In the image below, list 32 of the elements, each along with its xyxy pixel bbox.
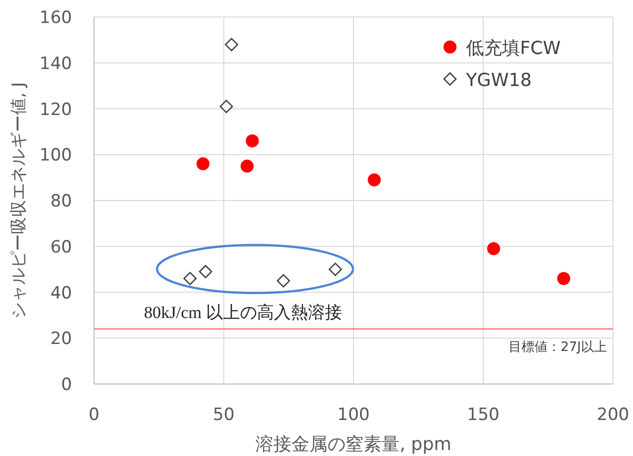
x-tick-label: 150 xyxy=(467,405,500,425)
x-axis-title: 溶接金属の窒素量, ppm xyxy=(256,434,452,455)
legend-label: 低充填FCW xyxy=(466,38,561,59)
point xyxy=(276,274,290,288)
point xyxy=(196,157,210,170)
y-tick-label: 40 xyxy=(50,283,72,304)
point xyxy=(198,264,212,278)
y-tick-label: 140 xyxy=(40,54,72,74)
point xyxy=(246,134,259,148)
x-tick-label: 0 xyxy=(88,405,100,425)
point xyxy=(368,173,381,186)
y-axis-title: シャルピー吸収エネルギー値, J xyxy=(9,82,29,319)
point xyxy=(487,242,500,256)
point xyxy=(240,160,254,173)
x-tick-label: 100 xyxy=(337,405,370,425)
y-tick-label: 100 xyxy=(40,146,72,166)
y-tick-label: 0 xyxy=(61,375,72,395)
y-tick-label: 20 xyxy=(50,329,72,350)
y-tick-label: 120 xyxy=(40,100,72,120)
legend-label: YGW18 xyxy=(465,70,532,91)
point xyxy=(220,100,233,114)
point xyxy=(328,262,342,276)
annotation: 80kJ/cm 以上の高入熱溶接 xyxy=(144,303,342,322)
point xyxy=(224,38,238,52)
x-tick-label: 200 xyxy=(596,405,630,425)
y-tick-label: 80 xyxy=(50,192,72,212)
y-tick-label: 60 xyxy=(50,237,72,258)
y-tick-label: 160 xyxy=(40,8,72,28)
x-tick-label: 50 xyxy=(212,405,235,425)
point xyxy=(557,272,570,285)
point xyxy=(183,272,197,286)
ref-line-label: 目標値：27J以上 xyxy=(508,340,607,355)
